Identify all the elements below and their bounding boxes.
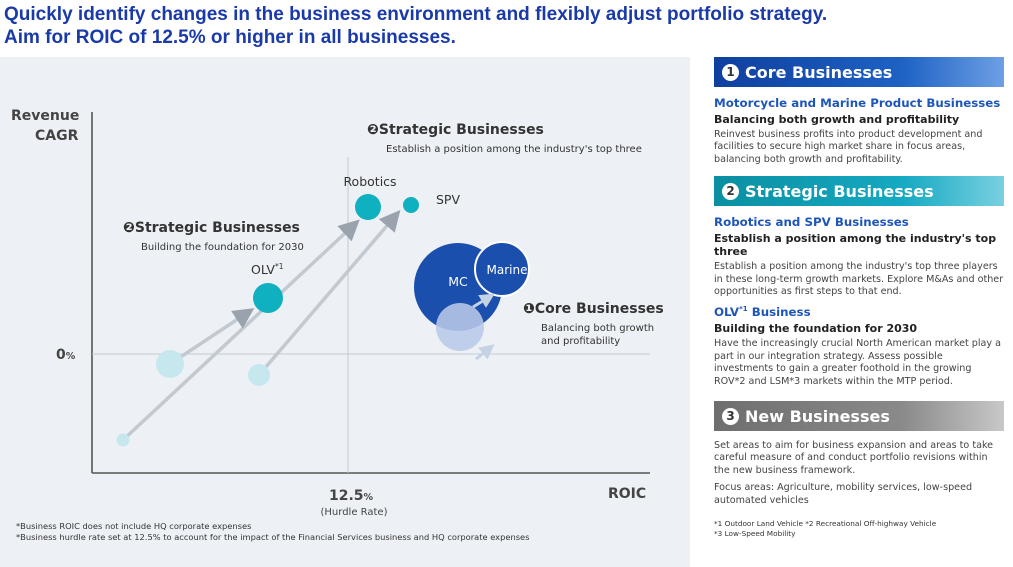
new-biz-num-badge: 3: [722, 407, 739, 425]
arrow-to-spv: [257, 210, 401, 377]
headline: Quickly identify changes in the business…: [4, 3, 827, 49]
robotics-label: Robotics: [343, 174, 396, 189]
note-hurdle: *Business hurdle rate set at 12.5% to ac…: [16, 532, 530, 542]
footnotes: *1 Outdoor Land Vehicle *2 Recreational …: [714, 519, 1004, 538]
headline-line-2: Aim for ROIC of 12.5% or higher in all b…: [4, 27, 456, 48]
x-axis-label: ROIC: [608, 486, 646, 502]
y-axis-label-1: Revenue: [11, 108, 79, 124]
core-banner-label: Core Businesses: [745, 62, 893, 82]
strategic-left-sub: Building the foundation for 2030: [141, 242, 304, 253]
strategic-title: Robotics and SPV Businesses: [714, 215, 909, 230]
arrow-marine: [475, 344, 495, 361]
robotics-past-bubble: [116, 433, 130, 447]
marine-label: Marine: [487, 263, 528, 277]
olv-title: OLV*1 Business: [714, 305, 811, 320]
core-title: Motorcycle and Marine Product Businesses: [714, 96, 1001, 110]
core-banner: 1 Core Businesses: [714, 57, 1004, 87]
core-sub-2: and profitability: [541, 336, 620, 347]
right-panel: 1 Core Businesses Motorcycle and Marine …: [714, 57, 1004, 538]
marine-bubble: [474, 241, 530, 297]
hurdle-rate-label: (Hurdle Rate): [321, 507, 388, 518]
strategic-num-badge: 2: [722, 182, 739, 200]
footnote-line-2: *3 Low-Speed Mobility: [714, 528, 796, 538]
new-biz-body: Set areas to aim for business expansion …: [714, 440, 994, 476]
olv-body: Have the increasingly crucial North Amer…: [714, 338, 1002, 387]
olv-past-bubble: [156, 350, 184, 378]
arrow-to-robotics: [121, 219, 360, 442]
arrow-to-olv: [169, 308, 255, 366]
mc-past-bubble: [436, 303, 484, 351]
spv-label: SPV: [436, 192, 460, 207]
y-axis-label-2: CAGR: [35, 128, 79, 144]
portfolio-chart: MC Marine Robotics SPV OLV*1 Revenue CAG…: [11, 108, 664, 518]
note-roic: *Business ROIC does not include HQ corpo…: [16, 521, 252, 531]
core-body: Reinvest business profits into product d…: [714, 129, 983, 165]
x-tick-label: 12.5%: [329, 488, 374, 504]
olv-bubble: [253, 283, 283, 313]
new-biz-banner-label: New Businesses: [745, 406, 890, 426]
olv-subtitle: Building the foundation for 2030: [714, 322, 918, 336]
strategic-left-title: ❷Strategic Businesses: [123, 220, 300, 236]
core-num-badge: 1: [722, 63, 739, 81]
strategic-banner: 2 Strategic Businesses: [714, 176, 1004, 207]
core-subtitle: Balancing both growth and profitability: [714, 113, 960, 126]
zero-tick-label: 0%: [56, 347, 76, 363]
strategic-subtitle: Establish a position among the industry'…: [714, 232, 997, 259]
strategic-banner-label: Strategic Businesses: [745, 181, 934, 201]
strategic-top-title: ❷Strategic Businesses: [367, 122, 544, 138]
olv-label: OLV*1: [251, 262, 284, 277]
strategic-top-sub: Establish a position among the industry'…: [386, 144, 642, 155]
headline-line-1: Quickly identify changes in the business…: [4, 4, 828, 25]
arrow-mc: [472, 293, 495, 309]
core-sub-1: Balancing both growth: [541, 323, 654, 334]
core-title: ❶Core Businesses: [523, 301, 664, 317]
mc-label: MC: [448, 274, 468, 289]
spv-past-bubble: [248, 364, 270, 386]
spv-bubble: [403, 197, 419, 213]
new-biz-banner: 3 New Businesses: [714, 401, 1004, 432]
footnote-line-1: *1 Outdoor Land Vehicle *2 Recreational …: [714, 519, 937, 529]
robotics-bubble: [355, 194, 381, 220]
new-biz-focus: Focus areas: Agriculture, mobility servi…: [714, 482, 973, 506]
chart-panel: [0, 57, 690, 567]
strategic-body: Establish a position among the industry'…: [714, 261, 1004, 298]
